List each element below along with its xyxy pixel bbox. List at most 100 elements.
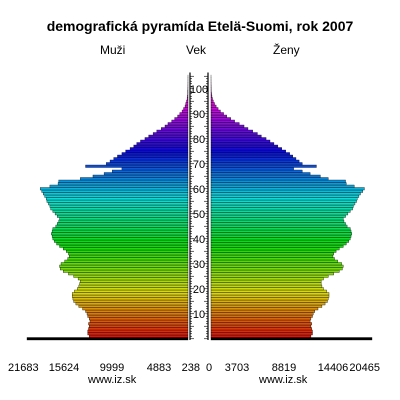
male-bar xyxy=(171,119,189,123)
x-axis-ticks: 21683 15624 9999 4883 238 0 3703 8819 14406 20465 xyxy=(8,362,380,374)
female-bar xyxy=(210,209,351,213)
male-bar xyxy=(87,314,189,318)
male-bar xyxy=(75,302,189,306)
female-bar xyxy=(210,199,357,203)
female-bar xyxy=(210,292,330,296)
female-bar xyxy=(210,312,314,316)
female-bar xyxy=(210,182,347,186)
female-bar xyxy=(210,244,344,248)
male-bar xyxy=(86,312,189,316)
male-bar xyxy=(71,294,189,298)
female-bar xyxy=(210,167,294,171)
female-bar xyxy=(210,259,338,263)
female-bar xyxy=(210,162,303,166)
female-bar xyxy=(210,224,348,228)
female-bar xyxy=(210,324,312,328)
male-bar xyxy=(112,169,189,173)
x-tick-label-female: 20465 xyxy=(349,362,380,374)
female-bars xyxy=(210,74,373,341)
male-bar xyxy=(185,102,189,106)
female-bar xyxy=(210,99,214,103)
female-bar xyxy=(210,172,311,176)
male-bar xyxy=(68,252,189,256)
female-bar xyxy=(210,149,286,153)
female-bar xyxy=(210,129,253,133)
female-bar xyxy=(210,142,275,146)
male-bar xyxy=(57,222,189,226)
male-bar xyxy=(80,177,189,181)
male-bar xyxy=(54,239,189,243)
male-bar xyxy=(88,327,189,331)
male-bar xyxy=(179,112,189,116)
female-bar xyxy=(210,109,221,113)
female-bar xyxy=(210,287,324,291)
female-bar xyxy=(210,242,347,246)
x-tick-label-male: 21683 xyxy=(8,362,39,374)
female-bar xyxy=(210,239,349,243)
male-bar xyxy=(59,264,189,268)
male-bar xyxy=(60,267,189,271)
female-bar xyxy=(210,227,351,231)
male-bar xyxy=(186,97,189,101)
female-bar xyxy=(210,294,330,298)
female-bar xyxy=(210,222,346,226)
female-bar xyxy=(210,169,303,173)
male-bars xyxy=(26,74,189,341)
female-bar xyxy=(210,202,356,206)
female-bar xyxy=(210,262,342,266)
x-tick-label-female: 3703 xyxy=(225,362,249,374)
female-bar xyxy=(210,204,354,208)
female-bar xyxy=(210,152,290,156)
male-label: Muži xyxy=(100,43,126,57)
female-bar xyxy=(210,314,313,318)
age-tick-label: 80 xyxy=(193,134,205,146)
age-tick-label: 90 xyxy=(193,109,205,121)
female-bar xyxy=(210,184,355,188)
male-bar xyxy=(49,204,189,208)
female-bar xyxy=(210,329,313,333)
female-bar xyxy=(210,232,352,236)
female-bar xyxy=(210,132,258,136)
male-bar xyxy=(156,129,189,133)
female-bar xyxy=(210,217,344,221)
female-bar xyxy=(210,212,349,216)
female-bar xyxy=(210,282,322,286)
x-tick-label-female: 14406 xyxy=(318,362,349,374)
female-bar xyxy=(210,189,364,193)
female-bar xyxy=(210,307,319,311)
male-bar xyxy=(58,179,189,183)
male-bar xyxy=(52,227,189,231)
male-bar xyxy=(140,139,189,143)
male-bar xyxy=(79,282,189,286)
female-bar xyxy=(210,107,219,111)
chart-title: demografická pyramída Etelä-Suomi, rok 2… xyxy=(46,18,354,34)
male-bar xyxy=(89,334,189,338)
male-bar xyxy=(40,187,189,191)
female-bar xyxy=(210,332,313,336)
female-bar xyxy=(210,319,311,323)
male-bar xyxy=(103,172,189,176)
female-bar xyxy=(210,247,340,251)
female-bar xyxy=(210,194,360,198)
male-bar xyxy=(59,217,189,221)
male-bar xyxy=(57,214,189,218)
female-bar xyxy=(210,299,328,303)
male-bar xyxy=(51,234,189,238)
x-tick-label-male: 238 xyxy=(182,362,200,374)
male-bar xyxy=(87,329,189,333)
female-bar xyxy=(210,284,323,288)
female-bar xyxy=(210,252,334,256)
male-bar xyxy=(183,107,189,111)
female-bar xyxy=(210,272,334,276)
female-bar xyxy=(210,157,297,161)
x-tick-label-female: 8819 xyxy=(272,362,296,374)
male-bar xyxy=(184,104,189,108)
male-bar xyxy=(77,287,189,291)
watermark-right: www.iz.sk xyxy=(259,374,308,386)
female-bar xyxy=(210,289,327,293)
female-bar xyxy=(210,192,361,196)
male-bar xyxy=(136,142,189,146)
age-label: Vek xyxy=(186,43,207,57)
female-bar xyxy=(210,134,262,138)
